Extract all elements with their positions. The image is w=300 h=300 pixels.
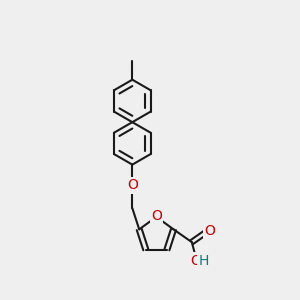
Text: O: O [151,209,162,223]
Text: O: O [190,254,201,268]
Text: O: O [127,178,138,192]
Text: O: O [205,224,215,238]
Text: H: H [198,254,209,268]
